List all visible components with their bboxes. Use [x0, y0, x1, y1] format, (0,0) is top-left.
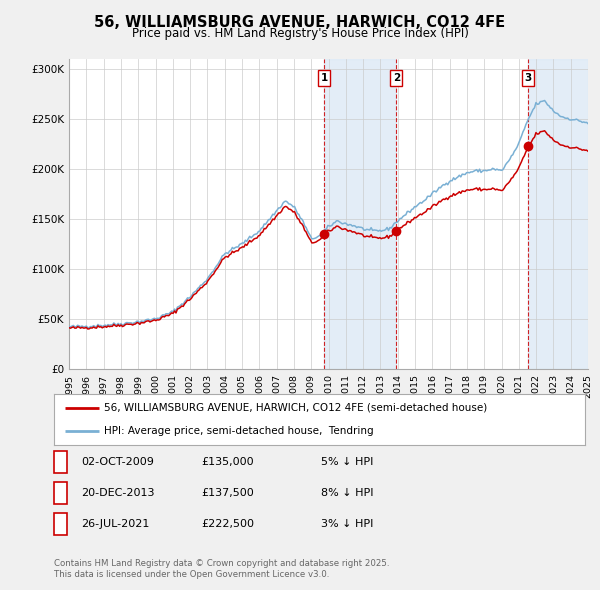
Text: 2: 2 [57, 488, 64, 498]
Text: £135,000: £135,000 [201, 457, 254, 467]
Text: 1: 1 [320, 73, 328, 83]
Text: Contains HM Land Registry data © Crown copyright and database right 2025.
This d: Contains HM Land Registry data © Crown c… [54, 559, 389, 579]
Text: 1: 1 [57, 457, 64, 467]
Bar [324, 59, 396, 369]
Text: Price paid vs. HM Land Registry's House Price Index (HPI): Price paid vs. HM Land Registry's House … [131, 27, 469, 40]
Text: 3% ↓ HPI: 3% ↓ HPI [321, 519, 373, 529]
Text: 5% ↓ HPI: 5% ↓ HPI [321, 457, 373, 467]
Text: 8% ↓ HPI: 8% ↓ HPI [321, 488, 373, 498]
Text: 56, WILLIAMSBURG AVENUE, HARWICH, CO12 4FE (semi-detached house): 56, WILLIAMSBURG AVENUE, HARWICH, CO12 4… [104, 402, 488, 412]
Text: HPI: Average price, semi-detached house,  Tendring: HPI: Average price, semi-detached house,… [104, 427, 374, 437]
Text: 2: 2 [392, 73, 400, 83]
Bar [528, 59, 588, 369]
Text: £222,500: £222,500 [201, 519, 254, 529]
Text: 20-DEC-2013: 20-DEC-2013 [81, 488, 155, 498]
Text: 56, WILLIAMSBURG AVENUE, HARWICH, CO12 4FE: 56, WILLIAMSBURG AVENUE, HARWICH, CO12 4… [94, 15, 506, 30]
Text: £137,500: £137,500 [201, 488, 254, 498]
Text: 3: 3 [524, 73, 532, 83]
Text: 26-JUL-2021: 26-JUL-2021 [81, 519, 149, 529]
Text: 02-OCT-2009: 02-OCT-2009 [81, 457, 154, 467]
Text: 3: 3 [57, 519, 64, 529]
